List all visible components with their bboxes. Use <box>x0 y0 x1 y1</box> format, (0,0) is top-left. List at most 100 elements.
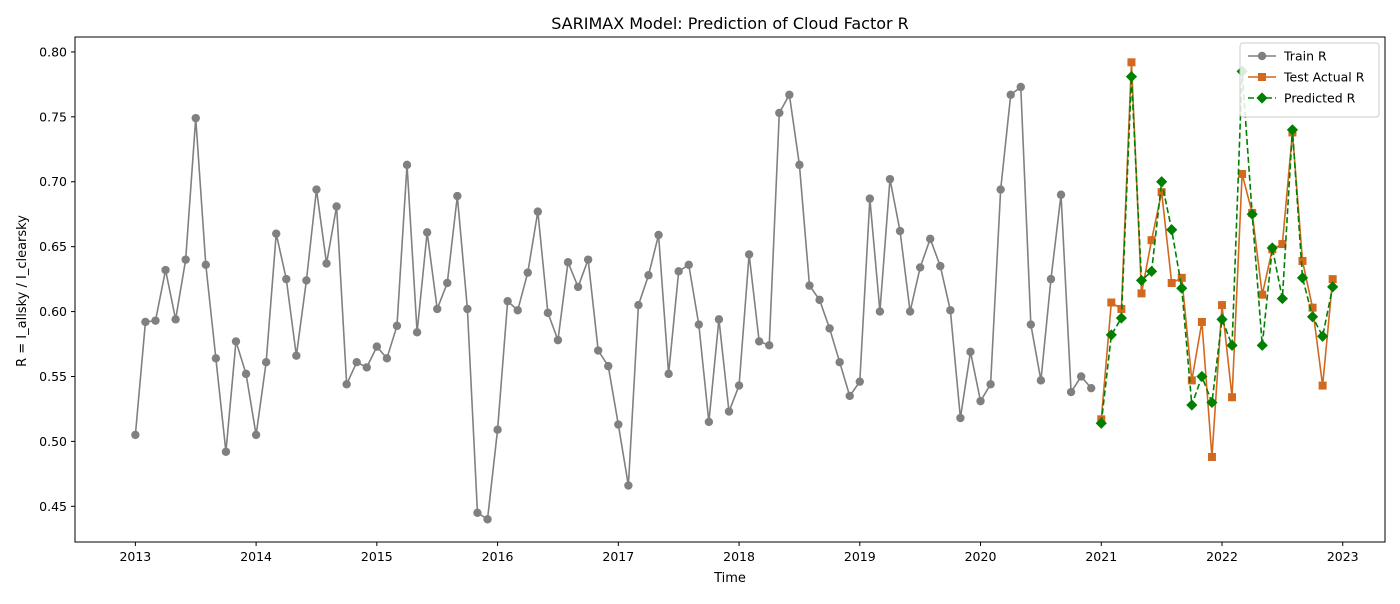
data-point <box>1156 176 1168 188</box>
data-point <box>905 307 915 316</box>
data-point <box>453 191 462 201</box>
data-point <box>785 90 794 99</box>
data-point <box>181 255 190 264</box>
data-point <box>1218 301 1227 310</box>
data-point <box>1187 376 1196 385</box>
data-point <box>1266 242 1278 254</box>
x-tick-label: 2015 <box>361 549 393 564</box>
x-tick-label: 2020 <box>965 549 997 564</box>
data-point <box>1207 452 1216 461</box>
y-tick-label: 0.65 <box>39 239 67 254</box>
data-point <box>151 316 160 325</box>
data-point <box>1166 224 1178 236</box>
data-point <box>1095 417 1107 429</box>
data-point <box>593 346 603 355</box>
data-point <box>1137 289 1146 298</box>
data-point <box>775 108 784 118</box>
data-point <box>493 425 502 434</box>
data-point <box>875 307 885 316</box>
data-point <box>322 259 331 268</box>
data-point <box>533 207 543 216</box>
data-point <box>674 267 683 276</box>
y-tick-label: 0.55 <box>39 369 67 384</box>
data-point <box>936 261 945 271</box>
legend-label: Test Actual R <box>1283 70 1365 85</box>
legend-marker <box>1257 51 1267 61</box>
data-point <box>1327 281 1339 293</box>
y-tick-label: 0.80 <box>39 44 67 59</box>
x-axis: 2013 2014 2015 2016 2017 2018 2019 2020 2021 2022… <box>119 542 1359 564</box>
data-point <box>1228 393 1237 402</box>
data-point <box>1177 273 1186 282</box>
data-point <box>604 361 613 371</box>
data-point <box>966 347 975 357</box>
data-point <box>382 354 392 363</box>
legend-marker <box>1256 92 1268 104</box>
data-point <box>684 260 693 270</box>
y-tick-label: 0.45 <box>39 499 67 514</box>
data-point <box>1127 58 1136 67</box>
data-point <box>1087 383 1096 393</box>
data-point <box>342 380 351 389</box>
data-point <box>624 481 633 490</box>
data-point <box>694 320 704 329</box>
data-point <box>1036 376 1046 385</box>
data-point <box>563 258 573 267</box>
data-point <box>765 341 774 350</box>
data-point <box>805 281 814 290</box>
y-axis-label: R = I_allsky / I_clearsky <box>15 215 30 367</box>
data-point <box>422 228 432 237</box>
series-line <box>134 85 1092 521</box>
data-point <box>1105 329 1117 341</box>
data-point <box>1258 290 1267 299</box>
data-point <box>513 306 522 315</box>
data-point <box>241 369 251 379</box>
legend-label: Predicted R <box>1284 91 1356 106</box>
data-point <box>714 315 724 324</box>
series-line <box>1100 71 1334 424</box>
data-point <box>1276 292 1288 305</box>
data-point <box>1145 265 1158 277</box>
data-point <box>272 229 281 238</box>
legend-item: Train R <box>1248 49 1327 64</box>
data-point <box>543 308 553 318</box>
data-point <box>1328 275 1337 284</box>
data-point <box>654 230 663 240</box>
data-point <box>302 276 311 285</box>
data-point <box>664 369 673 379</box>
data-point <box>1186 399 1198 411</box>
x-tick-label: 2019 <box>844 549 876 564</box>
legend-item: Test Actual R <box>1248 70 1365 85</box>
plot-frame <box>74 36 1386 543</box>
x-axis-label: Time <box>713 571 746 586</box>
data-point <box>1216 313 1228 325</box>
data-point <box>131 430 140 440</box>
data-point <box>443 278 452 288</box>
data-point <box>1066 387 1076 397</box>
data-point <box>553 335 563 345</box>
chart-title: SARIMAX Model: Prediction of Cloud Facto… <box>551 14 909 33</box>
data-point <box>986 380 995 389</box>
data-point <box>433 304 442 314</box>
data-point <box>734 381 744 390</box>
y-axis: 0.45 0.50 0.55 0.60 0.65 0.70 0.75 0.80 <box>39 44 75 514</box>
data-point <box>1306 311 1319 323</box>
data-point <box>1278 240 1287 249</box>
data-point <box>1256 339 1268 351</box>
x-tick-label: 2021 <box>1085 549 1117 564</box>
data-point <box>1298 256 1307 265</box>
data-point <box>1026 320 1036 329</box>
data-point <box>402 160 412 170</box>
data-point <box>473 508 482 517</box>
data-point <box>292 351 301 360</box>
data-point <box>946 306 955 315</box>
data-point <box>171 315 180 324</box>
data-point <box>1308 303 1317 312</box>
y-tick-label: 0.70 <box>39 174 67 189</box>
data-point <box>1318 381 1327 390</box>
x-tick-label: 2018 <box>723 549 755 564</box>
data-point <box>644 271 653 280</box>
data-point <box>744 250 754 259</box>
legend: Train R Test Actual R Predicted R <box>1239 42 1380 118</box>
data-point <box>392 321 402 331</box>
